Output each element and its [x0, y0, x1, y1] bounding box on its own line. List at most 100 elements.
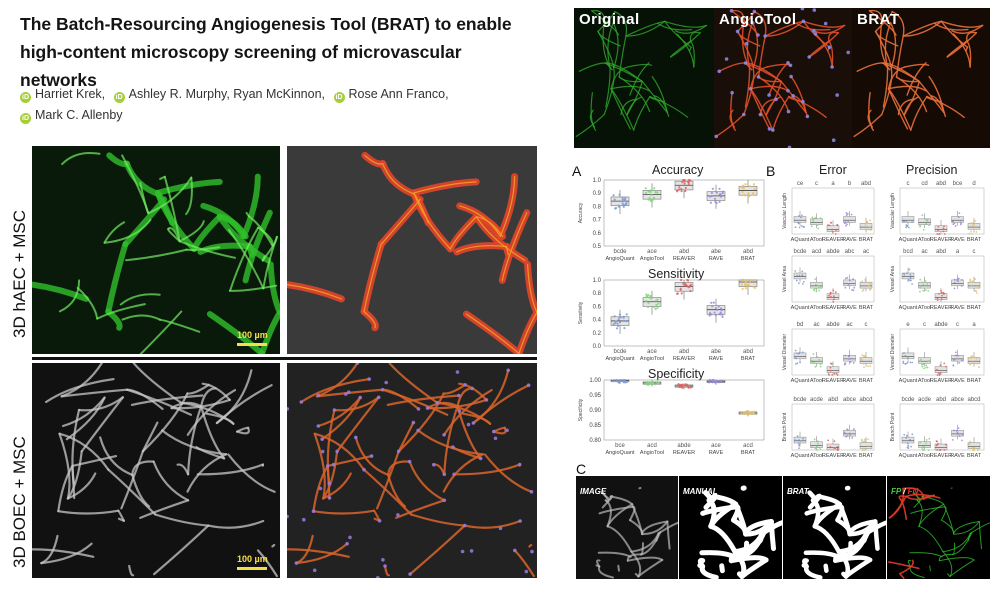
- data-point: [850, 213, 853, 216]
- data-point: [801, 351, 804, 354]
- data-point: [921, 281, 923, 284]
- data-point: [852, 278, 855, 280]
- data-point: [924, 280, 927, 282]
- data-point: [689, 289, 692, 293]
- data-point: [848, 355, 851, 358]
- seg-label: BRAT: [787, 487, 809, 496]
- panel-b-boxplots: Vascular LengthceAQuantcAToolaREAVERbRAV…: [782, 181, 985, 459]
- vessel-texture: [714, 8, 850, 148]
- data-point: [710, 194, 713, 198]
- data-point: [798, 444, 800, 446]
- box: [951, 216, 964, 223]
- data-point: [927, 449, 930, 451]
- data-point: [853, 286, 856, 289]
- data-point: [686, 285, 689, 288]
- significance-label: ac: [863, 249, 869, 255]
- orcid-icon[interactable]: iD: [20, 113, 31, 124]
- category-label: BRAT: [859, 237, 874, 243]
- category-label: ATool: [810, 453, 823, 459]
- data-point: [973, 228, 975, 231]
- data-point: [708, 314, 711, 317]
- data-point: [751, 193, 755, 196]
- category-label: REAVER: [673, 256, 695, 262]
- box: [901, 436, 915, 444]
- y-axis-label: Vascular Length: [782, 193, 788, 229]
- significance-label: abd: [936, 397, 946, 403]
- data-point: [911, 433, 914, 436]
- data-point: [943, 449, 946, 451]
- boxplot-vessel-diameter: Vessel Diameter bd AQuant ac ATool abde REAVER…: [782, 322, 875, 384]
- y-axis-label: Specificity: [578, 398, 584, 421]
- data-point: [714, 307, 718, 310]
- data-point: [623, 326, 626, 330]
- data-point: [647, 301, 650, 305]
- data-point: [712, 301, 715, 304]
- data-point: [817, 442, 820, 445]
- data-point: [832, 301, 835, 303]
- data-point: [977, 285, 980, 288]
- data-point: [868, 228, 870, 231]
- data-point: [969, 440, 972, 443]
- data-point: [862, 362, 865, 365]
- data-point: [969, 363, 972, 366]
- tick-label: 0.4: [593, 318, 602, 324]
- data-point: [862, 354, 865, 357]
- data-point: [952, 364, 955, 367]
- data-point: [715, 201, 718, 205]
- significance-label: ce: [797, 181, 804, 187]
- data-point: [648, 196, 651, 200]
- data-point: [741, 190, 744, 194]
- data-point: [713, 311, 716, 314]
- scale-label: 100 µm: [237, 554, 268, 564]
- plot-title-sensitivity: Sensitivity: [648, 267, 705, 281]
- significance-label: acd: [743, 443, 753, 449]
- data-point: [833, 372, 836, 375]
- y-axis-label: Vessel Area: [782, 266, 788, 293]
- data-point: [742, 193, 746, 196]
- tick-label: 0.8: [593, 291, 602, 297]
- orcid-icon[interactable]: iD: [333, 92, 345, 103]
- data-point: [833, 440, 836, 443]
- data-point: [740, 185, 743, 188]
- data-point: [679, 288, 682, 292]
- data-point: [647, 190, 650, 193]
- data-point: [714, 313, 717, 317]
- data-point: [970, 222, 973, 224]
- data-point: [655, 299, 658, 302]
- data-point: [719, 313, 722, 316]
- category-label: RAVE: [950, 378, 965, 384]
- box: [810, 357, 823, 364]
- data-point: [652, 196, 656, 200]
- data-point: [942, 227, 945, 230]
- data-point: [802, 280, 805, 283]
- tick-label: 0.2: [593, 331, 602, 337]
- data-point: [794, 226, 797, 229]
- data-point: [959, 223, 962, 226]
- data-point: [958, 435, 961, 438]
- data-point: [868, 283, 871, 285]
- data-point: [800, 214, 803, 217]
- data-point: [819, 217, 822, 220]
- data-point: [828, 224, 831, 227]
- tick-label: 0.95: [589, 393, 601, 399]
- orcid-icon[interactable]: iD: [20, 92, 31, 103]
- data-point: [939, 364, 942, 367]
- data-point: [748, 280, 752, 283]
- significance-label: bce: [615, 443, 625, 449]
- orcid-icon[interactable]: iD: [113, 92, 125, 103]
- data-point: [618, 313, 621, 316]
- data-point: [957, 354, 960, 357]
- data-point: [681, 181, 684, 184]
- data-point: [797, 442, 800, 444]
- data-point: [612, 194, 615, 197]
- data-point: [654, 383, 657, 386]
- data-point: [844, 277, 847, 280]
- category-label: BRAT: [859, 378, 874, 384]
- category-label: RAVE: [842, 453, 857, 459]
- category-label: ATool: [810, 237, 823, 243]
- data-point: [969, 278, 971, 281]
- data-point: [614, 322, 617, 325]
- data-point: [956, 429, 959, 432]
- data-point: [951, 438, 954, 441]
- data-point: [829, 369, 832, 372]
